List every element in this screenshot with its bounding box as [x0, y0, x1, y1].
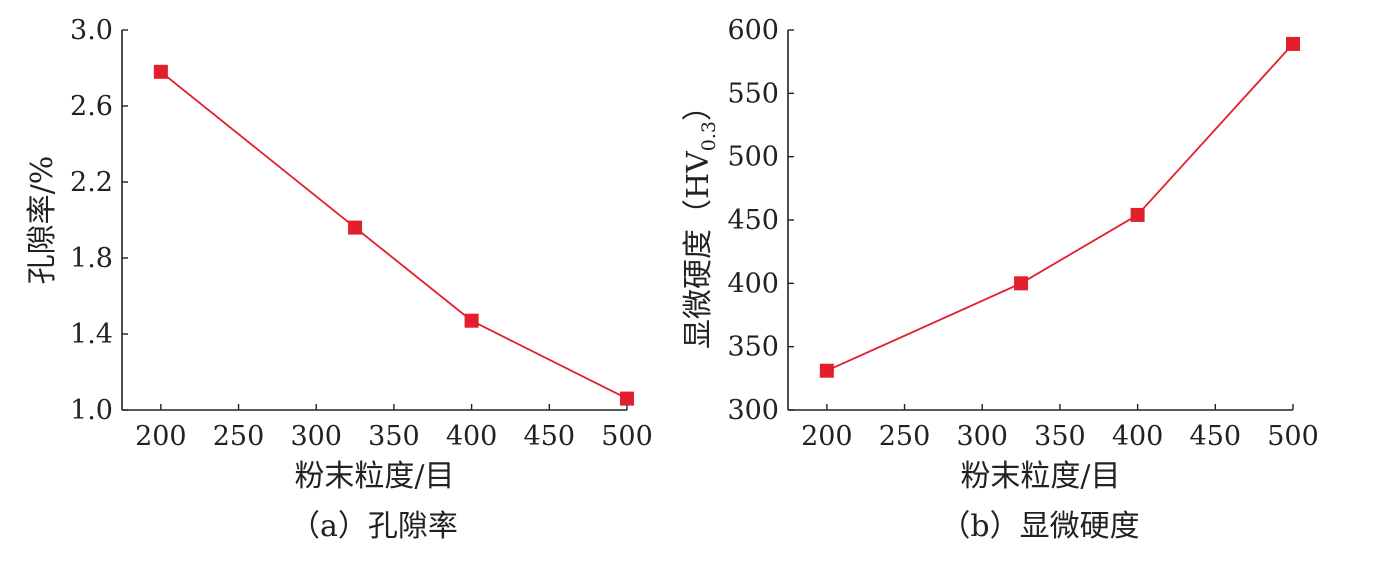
porosity-x-tick-label: 300 — [290, 421, 342, 452]
hardness-y-tick-label: 600 — [727, 15, 779, 46]
hardness-x-axis-title: 粉末粒度/目 — [960, 459, 1120, 494]
hardness-y-tick-label: 500 — [727, 142, 779, 173]
porosity-y-tick-label: 1.4 — [70, 319, 113, 350]
porosity-series-line — [160, 71, 628, 400]
hardness-x-tick-label: 200 — [801, 421, 853, 452]
hardness-y-axis-title-end: ） — [681, 91, 716, 121]
porosity-caption: （a）孔隙率 — [290, 509, 458, 544]
hardness-y-axis-title-main: 显微硬度（HV — [681, 150, 716, 349]
hardness-y-axis-title-subscript: 0.3 — [698, 121, 720, 151]
porosity-y-tick-label: 1.8 — [70, 243, 113, 274]
hardness-y-tick-label: 450 — [727, 205, 779, 236]
hardness-x-tick-label: 400 — [1112, 421, 1164, 452]
porosity-data-point — [153, 64, 168, 79]
porosity-x-tick-label: 450 — [524, 421, 576, 452]
porosity-x-axis-title: 粉末粒度/目 — [294, 459, 454, 494]
porosity-x-tick-label: 200 — [135, 421, 187, 452]
hardness-x-tick-label: 450 — [1190, 421, 1242, 452]
porosity-x-tick-label: 400 — [446, 421, 498, 452]
hardness-x-tick-label: 500 — [1267, 421, 1319, 452]
hardness-y-tick-label: 350 — [727, 332, 779, 363]
hardness-data-point — [819, 363, 834, 378]
hardness-y-tick-label: 400 — [727, 268, 779, 299]
hardness-data-point — [1286, 36, 1300, 51]
hardness-chart: 300 350 400 450 500 550 600 200 250 300 350 400 450 5… — [681, 15, 1319, 544]
porosity-y-tick-label: 3.0 — [70, 15, 113, 46]
porosity-y-axis-title: 孔隙率/% — [25, 156, 60, 285]
porosity-chart: 1.0 1.4 1.8 2.2 2.6 3.0 200 250 300 350 400 450 500 粉… — [25, 15, 653, 544]
hardness-y-tick-label: 300 — [727, 395, 779, 426]
porosity-x-tick-label: 350 — [368, 421, 420, 452]
porosity-x-tick-label: 250 — [213, 421, 265, 452]
hardness-x-tick-label: 250 — [879, 421, 931, 452]
hardness-data-point — [1014, 276, 1029, 291]
porosity-data-point — [464, 313, 479, 328]
hardness-series-line — [826, 43, 1294, 372]
porosity-y-tick-label: 2.6 — [70, 91, 113, 122]
porosity-x-tick-label: 500 — [601, 421, 653, 452]
hardness-data-point — [1130, 207, 1145, 222]
hardness-y-axis-title: 显微硬度（HV0.3） — [681, 91, 720, 349]
hardness-x-tick-label: 300 — [956, 421, 1008, 452]
porosity-y-tick-label: 2.2 — [70, 167, 113, 198]
porosity-y-tick-label: 1.0 — [70, 395, 113, 426]
porosity-data-point — [620, 391, 634, 406]
hardness-x-tick-label: 350 — [1034, 421, 1086, 452]
porosity-data-point — [348, 220, 363, 235]
hardness-caption: （b）显微硬度 — [940, 509, 1139, 544]
hardness-y-tick-label: 550 — [727, 78, 779, 109]
